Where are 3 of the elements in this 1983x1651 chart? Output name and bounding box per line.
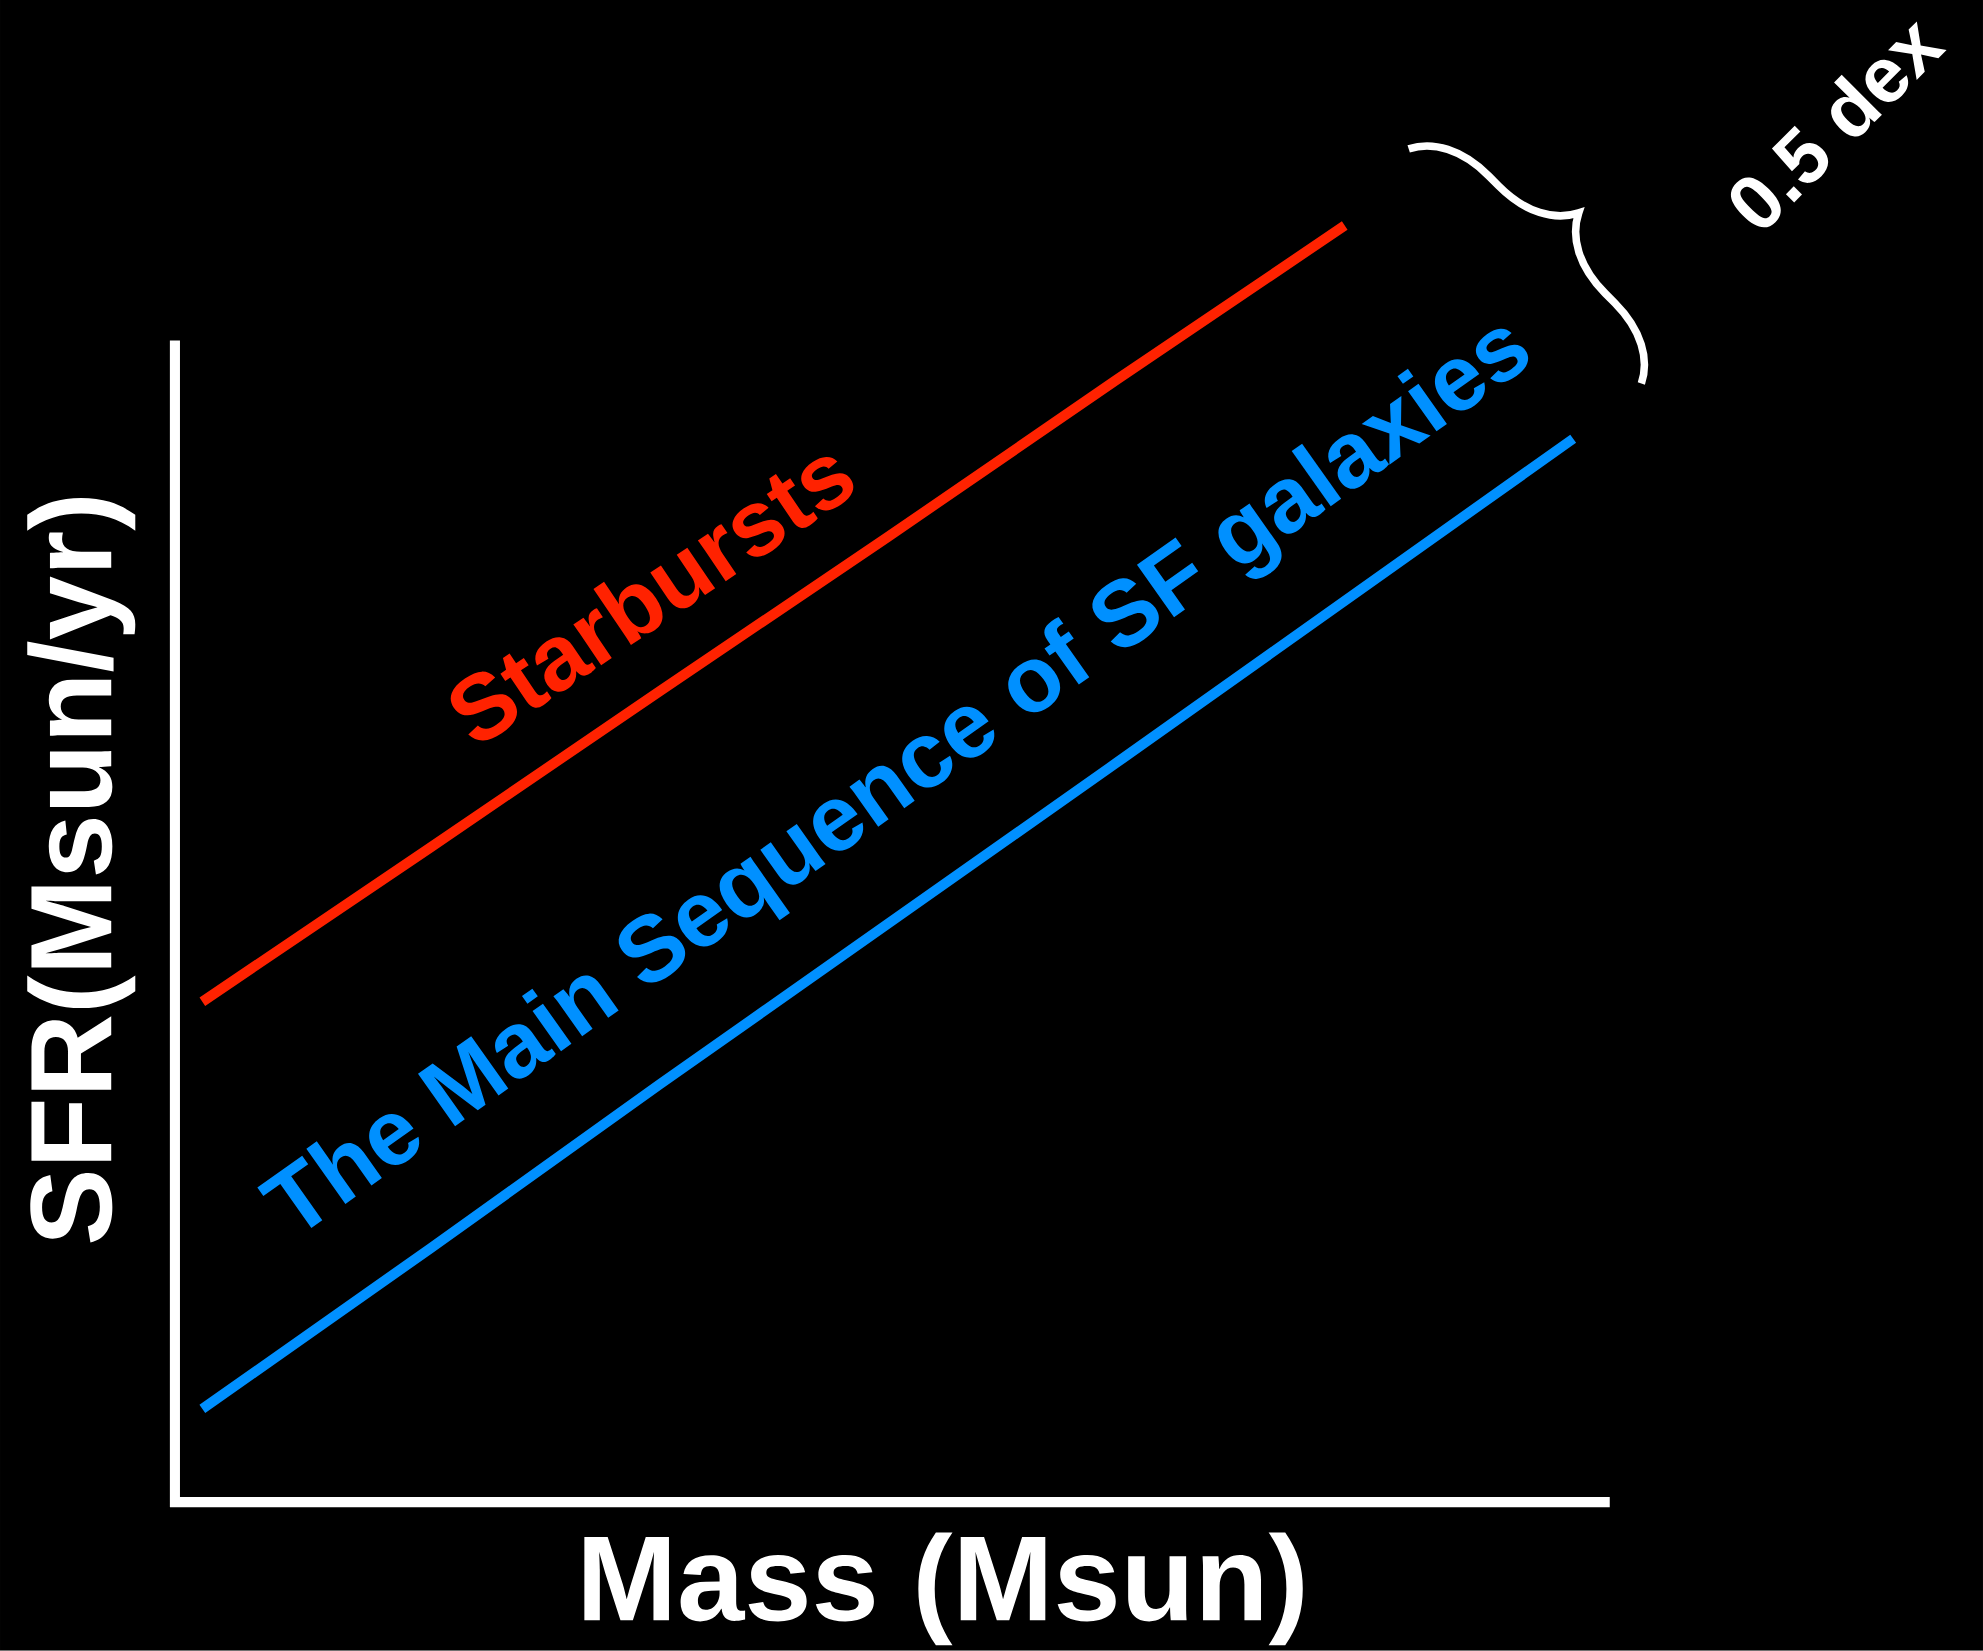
x-axis-title: Mass (Msun) [584,1532,1303,1646]
y-axis-title: SFR(Msun/yr) [27,498,136,1243]
text: 0.5 dex [1730,21,1947,228]
